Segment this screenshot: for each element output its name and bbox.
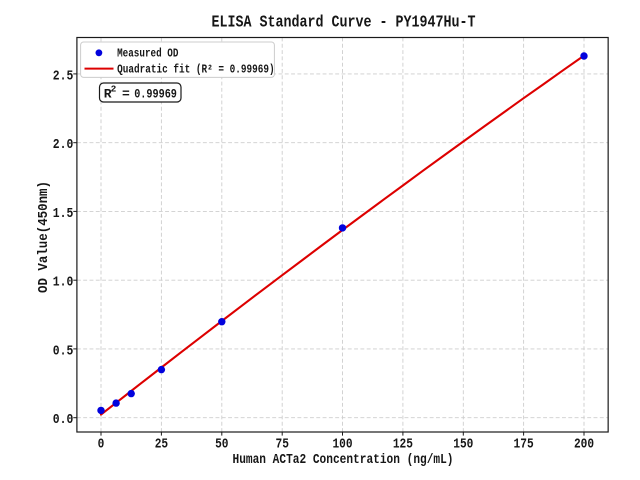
svg-text:OD Value(450nm): OD Value(450nm) [37,181,52,293]
svg-text:25: 25 [155,438,168,453]
svg-text:175: 175 [514,438,534,453]
svg-text:2: 2 [111,84,117,95]
svg-text:1.5: 1.5 [53,207,74,222]
svg-text:=: = [122,87,130,102]
svg-text:0.5: 0.5 [53,344,74,359]
svg-text:2.5: 2.5 [53,69,74,84]
svg-text:100: 100 [332,438,352,453]
svg-text:Measured OD: Measured OD [117,47,178,60]
svg-text:0.99969: 0.99969 [134,87,177,102]
svg-text:Human ACTa2 Concentration (ng/: Human ACTa2 Concentration (ng/mL) [233,453,454,468]
svg-text:0: 0 [98,438,105,453]
svg-text:0.0: 0.0 [53,413,74,428]
svg-text:2.0: 2.0 [53,138,74,153]
svg-text:R: R [104,87,112,102]
svg-text:1.0: 1.0 [53,276,74,291]
svg-text:Quadratic fit (R² = 0.99969): Quadratic fit (R² = 0.99969) [117,63,275,76]
svg-text:50: 50 [215,438,228,453]
svg-text:ELISA Standard Curve - PY1947H: ELISA Standard Curve - PY1947Hu-T [212,14,476,33]
svg-text:125: 125 [393,438,413,453]
svg-text:200: 200 [574,438,594,453]
svg-text:75: 75 [276,438,289,453]
svg-text:150: 150 [453,438,473,453]
